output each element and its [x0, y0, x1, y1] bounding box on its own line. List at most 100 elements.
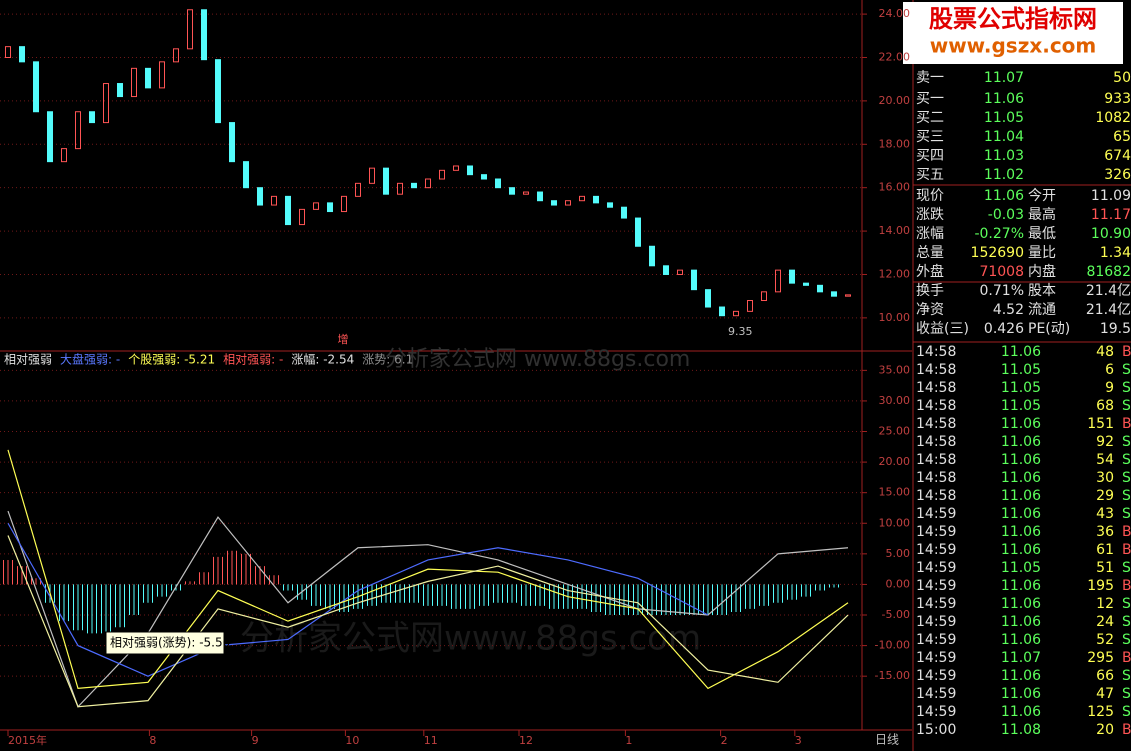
- quote-cell: 最低: [1028, 226, 1056, 242]
- candle: [89, 111, 95, 124]
- quote-cell: 29: [1096, 488, 1114, 504]
- quote-cell: S: [1122, 452, 1131, 468]
- candle: [243, 161, 249, 189]
- quote-cell: 11.03: [984, 148, 1024, 164]
- x-tick-label: 2015年: [8, 733, 47, 747]
- quote-cell: 14:58: [916, 380, 956, 396]
- quote-cell: 11.05: [1001, 398, 1041, 414]
- quote-cell: 14:59: [916, 668, 956, 684]
- quote-cell: 买一: [916, 91, 944, 107]
- candle: [201, 9, 207, 61]
- quote-cell: S: [1122, 362, 1131, 378]
- candle: [719, 306, 725, 317]
- quote-cell: 933: [1104, 91, 1131, 107]
- quote-cell: 11.05: [1001, 560, 1041, 576]
- quote-cell: 21.4亿: [1086, 302, 1131, 318]
- quote-cell: 11.06: [1001, 596, 1041, 612]
- candle: [845, 294, 851, 297]
- logo-box: [903, 2, 1123, 64]
- quote-cell: B: [1122, 416, 1131, 432]
- quote-cell: 11.07: [1001, 650, 1041, 666]
- quote-cell: 11.08: [1001, 722, 1041, 738]
- tag: 增: [338, 332, 349, 346]
- quote-cell: 买二: [916, 110, 944, 126]
- quote-cell: 11.07: [984, 70, 1024, 86]
- indicator-line: [7, 449, 849, 690]
- candle: [733, 310, 739, 317]
- quote-cell: 51: [1096, 560, 1114, 576]
- quote-cell: 14:58: [916, 416, 956, 432]
- quote-cell: 14:59: [916, 686, 956, 702]
- quote-cell: 52: [1096, 632, 1114, 648]
- indicator-line: [7, 535, 849, 708]
- quote-cell: 11.06: [1001, 632, 1041, 648]
- quote-cell: 14:58: [916, 362, 956, 378]
- x-tick-label: 12: [519, 734, 533, 747]
- quote-cell: 14:58: [916, 398, 956, 414]
- logo-title: 股票公式指标网: [929, 5, 1097, 33]
- quote-cell: 14:59: [916, 614, 956, 630]
- quote-cell: 涨跌: [916, 207, 944, 223]
- y-tick-label: 0.00: [886, 577, 911, 590]
- candle: [33, 61, 39, 113]
- candle: [75, 111, 81, 150]
- quote-cell: 11.06: [1001, 506, 1041, 522]
- candle: [145, 67, 151, 89]
- y-tick-label: 30.00: [879, 394, 911, 407]
- quote-cell: 12: [1096, 596, 1114, 612]
- quote-cell: 47: [1096, 686, 1114, 702]
- quote-cell: 674: [1104, 148, 1131, 164]
- candle: [19, 46, 25, 63]
- y-tick-label: 5.00: [886, 547, 911, 560]
- candle: [593, 195, 599, 204]
- candle: [411, 182, 417, 189]
- low-marker: 9.35: [728, 325, 753, 338]
- candle: [117, 83, 123, 98]
- quote-cell: 61: [1096, 542, 1114, 558]
- quote-cell: 买五: [916, 167, 944, 183]
- quote-cell: 0.426: [984, 321, 1024, 337]
- candle: [327, 202, 333, 213]
- quote-cell: 10.90: [1091, 226, 1131, 242]
- quote-cell: 收益(三): [916, 321, 969, 337]
- y-tick-label: 18.00: [879, 137, 911, 150]
- quote-cell: 14:59: [916, 542, 956, 558]
- y-tick-label: 25.00: [879, 425, 911, 438]
- candle: [187, 9, 193, 50]
- quote-cell: 流通: [1028, 302, 1056, 318]
- quote-cell: 11.05: [1001, 362, 1041, 378]
- y-tick-label: 10.00: [879, 516, 911, 529]
- candle: [299, 208, 305, 226]
- quote-cell: 净资: [916, 302, 944, 318]
- quote-cell: 买四: [916, 148, 944, 164]
- quote-cell: 295: [1087, 650, 1114, 666]
- quote-cell: S: [1122, 704, 1131, 720]
- candle: [803, 282, 809, 286]
- quote-cell: 14:59: [916, 704, 956, 720]
- quote-cell: S: [1122, 560, 1131, 576]
- quote-cell: 151: [1087, 416, 1114, 432]
- candle: [747, 300, 753, 312]
- candle: [313, 202, 319, 210]
- quote-cell: S: [1122, 398, 1131, 414]
- y-tick-label: 14.00: [879, 224, 911, 237]
- quote-cell: 81682: [1086, 264, 1131, 280]
- quote-cell: 11.17: [1091, 207, 1131, 223]
- quote-cell: 195: [1087, 578, 1114, 594]
- quote-cell: 48: [1096, 344, 1114, 360]
- quote-cell: 11.06: [1001, 668, 1041, 684]
- quote-cell: 1.34: [1100, 245, 1131, 261]
- x-tick-label: 9: [252, 734, 259, 747]
- candle: [215, 59, 221, 124]
- quote-cell: 19.5: [1100, 321, 1131, 337]
- candle: [131, 67, 137, 98]
- quote-cell: 11.04: [984, 129, 1024, 145]
- candle: [439, 169, 445, 180]
- candle: [467, 165, 473, 176]
- quote-cell: 36: [1096, 524, 1114, 540]
- candle: [341, 195, 347, 213]
- candle: [761, 291, 767, 302]
- indicator-header: 相对强弱: -: [223, 353, 283, 367]
